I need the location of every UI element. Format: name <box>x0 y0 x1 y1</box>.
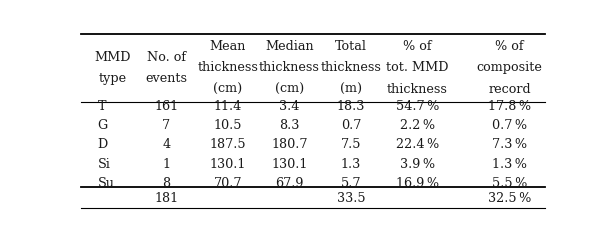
Text: G: G <box>98 119 108 132</box>
Text: 1.3: 1.3 <box>341 158 361 171</box>
Text: % of: % of <box>403 40 431 53</box>
Text: 0.7: 0.7 <box>341 119 361 132</box>
Text: thickness: thickness <box>197 61 258 74</box>
Text: 5.7: 5.7 <box>341 177 361 190</box>
Text: (m): (m) <box>340 83 362 95</box>
Text: 33.5: 33.5 <box>337 192 365 205</box>
Text: Su: Su <box>98 177 114 190</box>
Text: 7.5: 7.5 <box>341 139 361 151</box>
Text: MMD: MMD <box>95 51 131 64</box>
Text: T: T <box>98 100 106 113</box>
Text: 7.3 %: 7.3 % <box>492 139 527 151</box>
Text: 17.8 %: 17.8 % <box>488 100 531 113</box>
Text: thickness: thickness <box>387 83 448 95</box>
Text: 2.2 %: 2.2 % <box>400 119 435 132</box>
Text: 8.3: 8.3 <box>279 119 299 132</box>
Text: events: events <box>145 72 188 85</box>
Text: type: type <box>99 72 127 85</box>
Text: No. of: No. of <box>147 51 186 64</box>
Text: 187.5: 187.5 <box>210 139 246 151</box>
Text: Median: Median <box>265 40 314 53</box>
Text: record: record <box>488 83 531 95</box>
Text: 1: 1 <box>163 158 170 171</box>
Text: 54.7 %: 54.7 % <box>396 100 439 113</box>
Text: Si: Si <box>98 158 111 171</box>
Text: D: D <box>98 139 108 151</box>
Text: 22.4 %: 22.4 % <box>396 139 439 151</box>
Text: 8: 8 <box>163 177 170 190</box>
Text: composite: composite <box>477 61 543 74</box>
Text: 18.3: 18.3 <box>337 100 365 113</box>
Text: 130.1: 130.1 <box>271 158 308 171</box>
Text: Total: Total <box>335 40 367 53</box>
Text: 32.5 %: 32.5 % <box>488 192 532 205</box>
Text: 3.9 %: 3.9 % <box>400 158 435 171</box>
Text: 0.7 %: 0.7 % <box>492 119 527 132</box>
Text: tot. MMD: tot. MMD <box>386 61 448 74</box>
Text: (cm): (cm) <box>213 83 243 95</box>
Text: Mean: Mean <box>210 40 246 53</box>
Text: 10.5: 10.5 <box>214 119 242 132</box>
Text: % of: % of <box>496 40 524 53</box>
Text: thickness: thickness <box>321 61 381 74</box>
Text: thickness: thickness <box>259 61 320 74</box>
Text: 7: 7 <box>163 119 170 132</box>
Text: 5.5 %: 5.5 % <box>492 177 527 190</box>
Text: 11.4: 11.4 <box>214 100 242 113</box>
Text: 70.7: 70.7 <box>214 177 242 190</box>
Text: 16.9 %: 16.9 % <box>396 177 439 190</box>
Text: 130.1: 130.1 <box>210 158 246 171</box>
Text: 180.7: 180.7 <box>271 139 308 151</box>
Text: 1.3 %: 1.3 % <box>492 158 527 171</box>
Text: (cm): (cm) <box>275 83 304 95</box>
Text: 67.9: 67.9 <box>275 177 304 190</box>
Text: 161: 161 <box>155 100 178 113</box>
Text: 3.4: 3.4 <box>279 100 299 113</box>
Text: 181: 181 <box>155 192 178 205</box>
Text: 4: 4 <box>163 139 170 151</box>
